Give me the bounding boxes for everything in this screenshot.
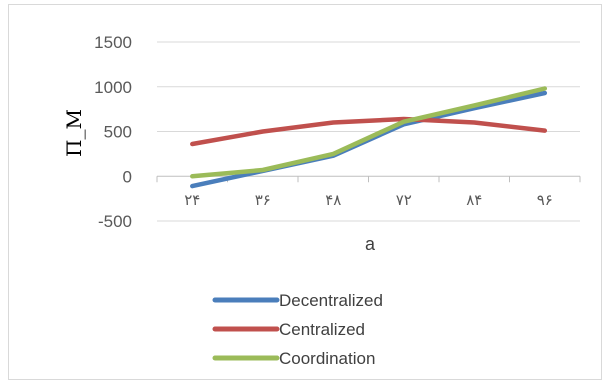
x-tick-label: ۹۶ bbox=[537, 191, 553, 209]
legend-label: Coordination bbox=[279, 349, 375, 368]
x-tick-label: ۲۴ bbox=[184, 191, 200, 209]
y-tick-label: 1000 bbox=[94, 78, 132, 97]
series-line-coordination bbox=[190, 86, 548, 179]
legend-label: Centralized bbox=[279, 320, 365, 339]
y-tick-label: 0 bbox=[123, 167, 132, 186]
gridlines bbox=[157, 41, 580, 222]
y-tick-labels: -500 0 500 1000 1500 bbox=[94, 33, 132, 231]
x-tick-label: ۸۴ bbox=[466, 191, 482, 209]
legend-label: Decentralized bbox=[279, 291, 383, 310]
x-tick-label: ۴۸ bbox=[325, 191, 341, 209]
chart-frame bbox=[8, 4, 602, 380]
x-tick-label: ۷۲ bbox=[396, 191, 412, 209]
y-tick-label: -500 bbox=[98, 212, 132, 231]
y-tick-label: 1500 bbox=[94, 33, 132, 52]
x-axis-title: a bbox=[365, 234, 376, 254]
series-lines bbox=[190, 86, 548, 189]
legend: Decentralized Centralized Coordination bbox=[212, 291, 383, 368]
y-axis-title: Π_M bbox=[62, 109, 86, 157]
series-line-centralized bbox=[190, 116, 548, 147]
y-tick-label: 500 bbox=[104, 123, 132, 142]
x-tick-labels: ۲۴ ۳۶ ۴۸ ۷۲ ۸۴ ۹۶ bbox=[184, 191, 553, 209]
x-tick-label: ۳۶ bbox=[255, 191, 271, 209]
